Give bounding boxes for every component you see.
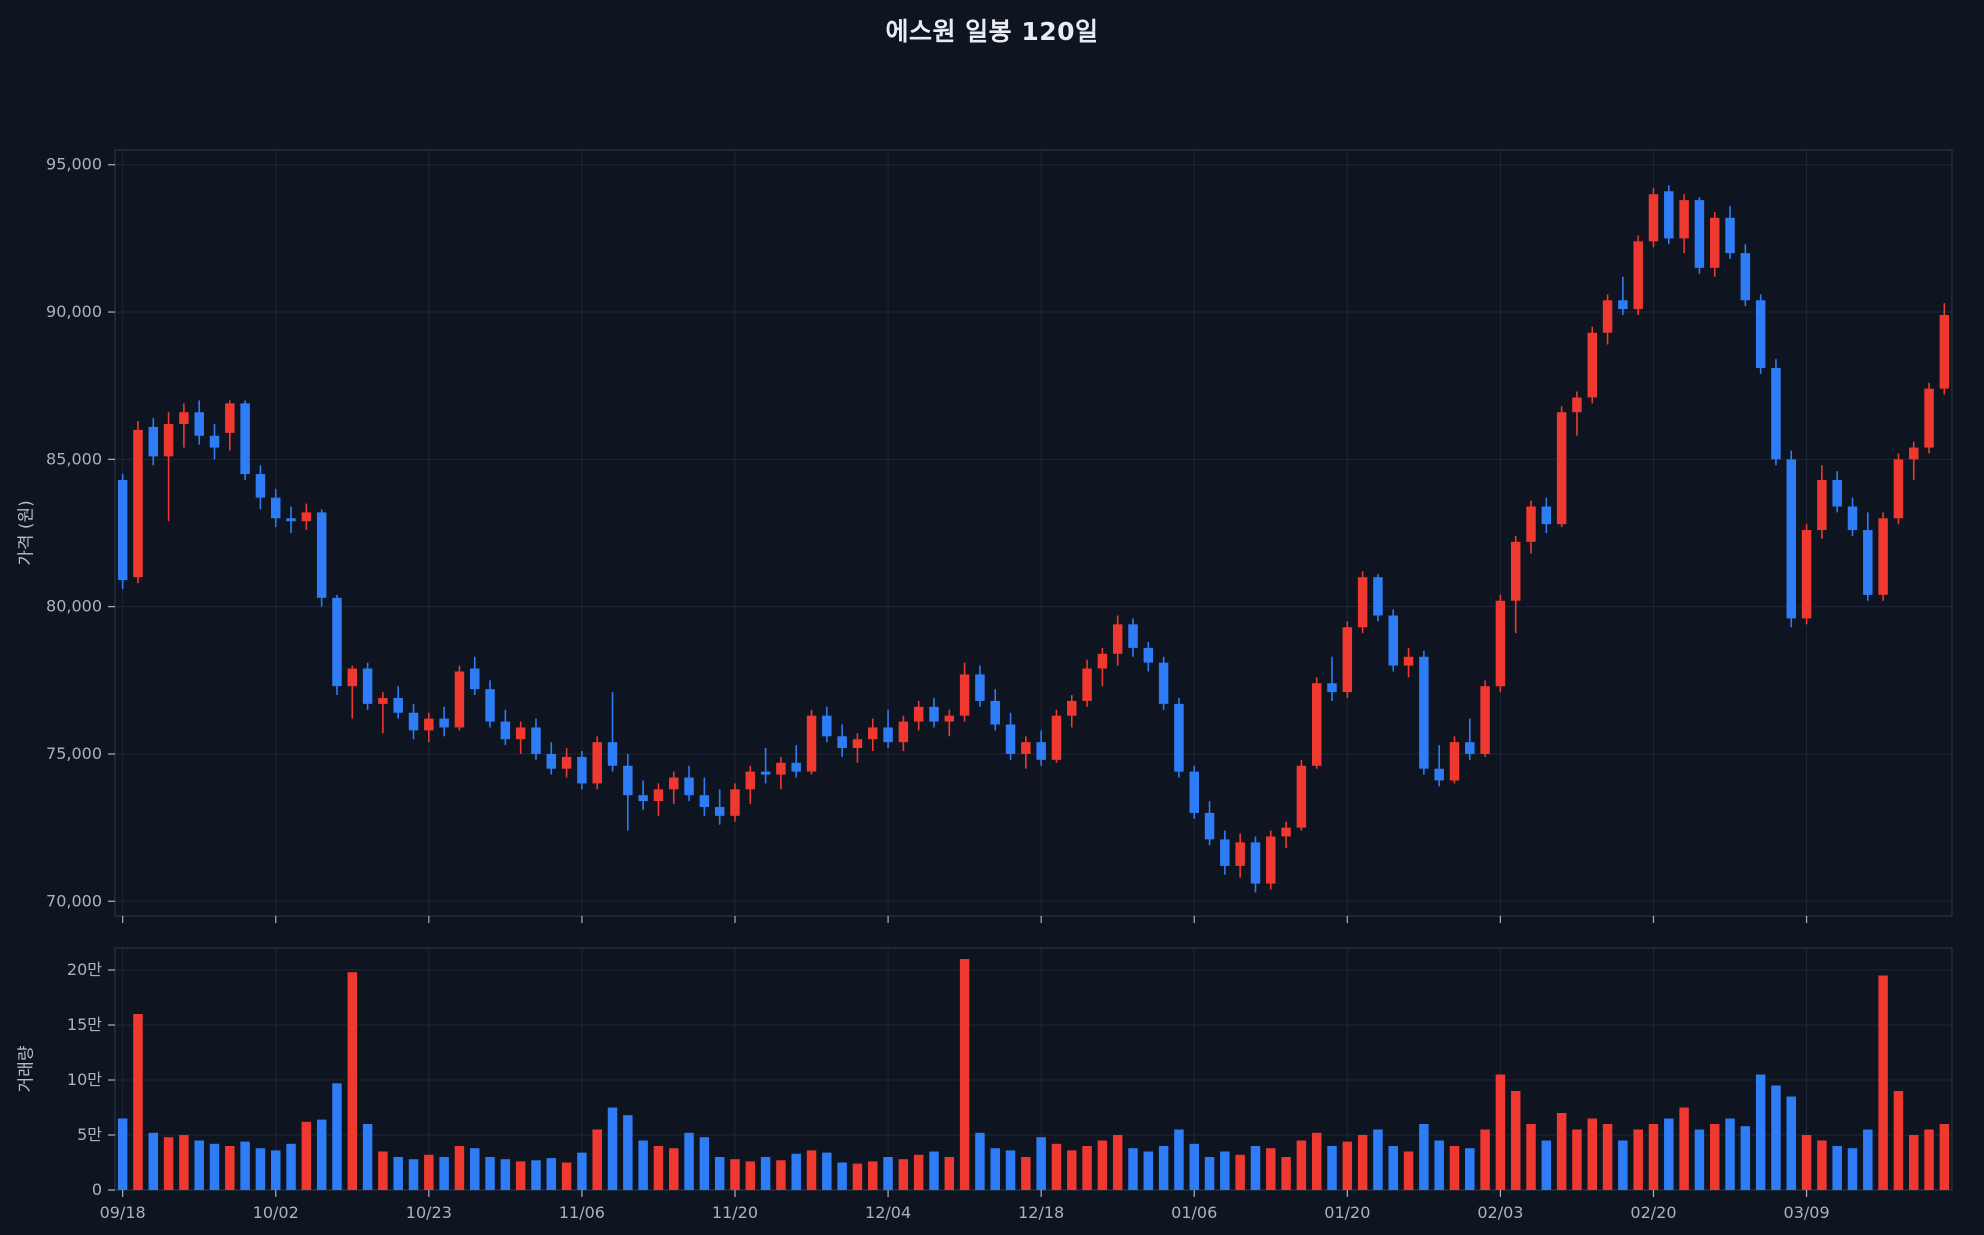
svg-text:03/09: 03/09 <box>1784 1203 1830 1222</box>
svg-text:10/23: 10/23 <box>406 1203 452 1222</box>
svg-text:85,000: 85,000 <box>46 449 102 468</box>
svg-text:09/18: 09/18 <box>100 1203 146 1222</box>
svg-text:80,000: 80,000 <box>46 597 102 616</box>
svg-text:5만: 5만 <box>77 1125 102 1144</box>
svg-text:01/06: 01/06 <box>1171 1203 1217 1222</box>
svg-text:70,000: 70,000 <box>46 891 102 910</box>
svg-text:02/20: 02/20 <box>1630 1203 1676 1222</box>
svg-text:10만: 10만 <box>67 1070 102 1089</box>
svg-text:10/02: 10/02 <box>253 1203 299 1222</box>
svg-text:01/20: 01/20 <box>1324 1203 1370 1222</box>
chart-title: 에스원 일봉 120일 <box>885 17 1099 46</box>
svg-text:02/03: 02/03 <box>1477 1203 1523 1222</box>
svg-text:95,000: 95,000 <box>46 155 102 174</box>
svg-text:20만: 20만 <box>67 960 102 979</box>
svg-text:75,000: 75,000 <box>46 744 102 763</box>
gridlines <box>115 150 1952 1190</box>
candles <box>117 185 1950 893</box>
date-tick-labels: 09/18 10/02 10/23 11/06 11/20 12/04 12/18 01/06… <box>100 1203 1830 1222</box>
axes <box>108 149 1953 1197</box>
volume-bars <box>117 959 1950 1190</box>
svg-text:12/04: 12/04 <box>865 1203 911 1222</box>
volume-tick-labels: 0 5만 10만 15만 20만 <box>67 960 102 1199</box>
price-tick-labels: 70,000 75,000 80,000 85,000 90,000 95,000 <box>46 155 102 911</box>
svg-text:15만: 15만 <box>67 1015 102 1034</box>
svg-text:0: 0 <box>92 1180 102 1199</box>
svg-text:90,000: 90,000 <box>46 302 102 321</box>
svg-text:11/06: 11/06 <box>559 1203 605 1222</box>
svg-text:11/20: 11/20 <box>712 1203 758 1222</box>
svg-text:12/18: 12/18 <box>1018 1203 1064 1222</box>
